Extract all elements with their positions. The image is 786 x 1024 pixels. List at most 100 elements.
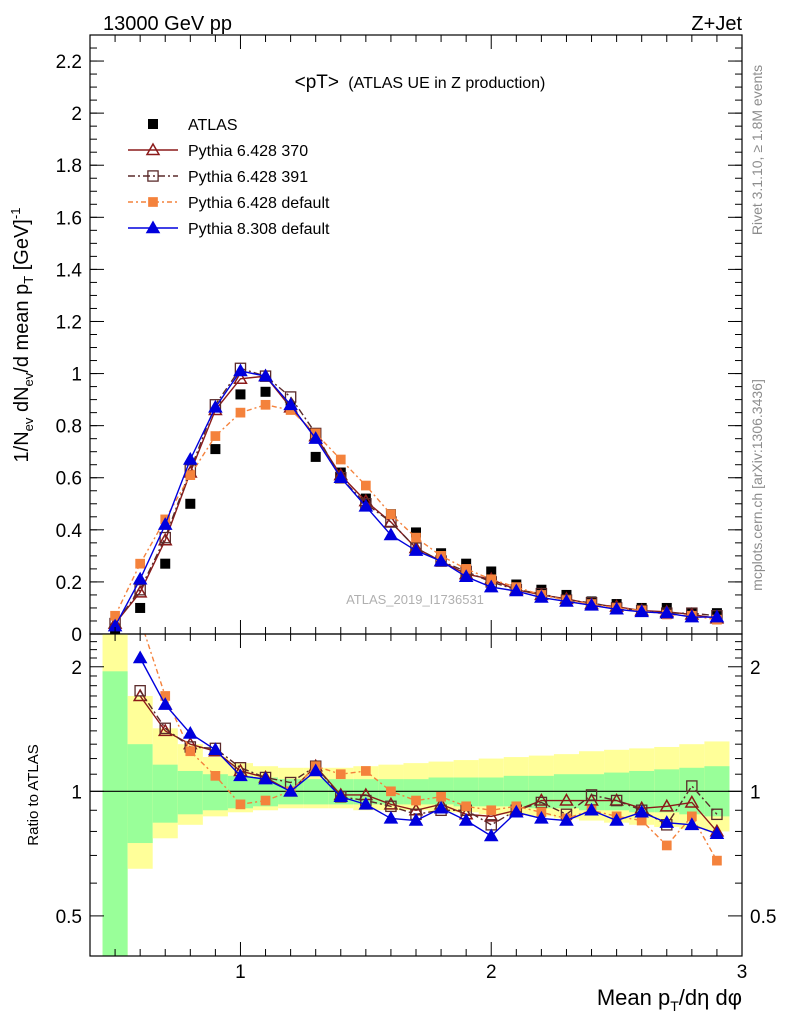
ratio-point-p8def xyxy=(233,768,248,782)
data-point-atlas xyxy=(135,602,146,613)
legend-marker-p391 xyxy=(147,170,159,182)
data-point-p8def xyxy=(534,590,549,603)
legend-entry-p6def: Pythia 6.428 default xyxy=(128,195,330,212)
x-tick-label: 3 xyxy=(737,962,748,983)
y-tick-label: 1.4 xyxy=(56,260,83,281)
ratio-point-p8def xyxy=(383,810,399,824)
ratio-point-p6def xyxy=(386,786,396,797)
ratio-y-tick-label-right: 2 xyxy=(750,658,761,679)
ratio-point-p370 xyxy=(559,793,574,806)
ratio-point-p6def xyxy=(411,795,421,806)
legend: ATLAS Pythia 6.428 370 Pythia 6.428 391 Pyt… xyxy=(128,117,330,238)
data-point-p8def xyxy=(258,368,273,382)
ratio-series xyxy=(132,634,725,866)
legend-label: Pythia 8.308 default xyxy=(188,221,330,238)
ratio-point-p6def xyxy=(661,840,672,851)
plot-subtitle: (ATLAS UE in Z production) xyxy=(348,75,545,92)
legend-marker-p370 xyxy=(145,142,161,156)
ratio-point-p8def xyxy=(208,742,223,756)
stat-uncertainty-band xyxy=(102,671,128,956)
legend-label: Pythia 6.428 default xyxy=(188,195,330,212)
ratio-panel: 1 2 3 0.5 0.5 1 1 2 2 xyxy=(56,35,776,983)
data-point-p8def xyxy=(609,601,624,615)
ratio-point-p8def xyxy=(709,826,725,839)
data-point-p6def xyxy=(135,558,146,569)
data-point-p8def xyxy=(408,543,424,556)
data-point-p8def xyxy=(208,399,223,413)
x-axis-label: Mean pT/dη dφ xyxy=(597,985,742,1014)
legend-entry-p370: Pythia 6.428 370 xyxy=(128,142,308,160)
process-label: Z+Jet xyxy=(691,13,742,35)
legend-entry-p391: Pythia 6.428 391 xyxy=(128,169,308,186)
data-point-p8def xyxy=(659,605,675,619)
data-point-p8def xyxy=(183,451,198,465)
uncertainty-bands xyxy=(102,634,730,956)
ratio-point-p391 xyxy=(610,794,623,807)
ratio-y-tick-label: 1 xyxy=(71,782,82,803)
ratio-point-p8def xyxy=(458,813,474,826)
ratio-point-p6def xyxy=(461,801,472,812)
ratio-point-p6def xyxy=(260,795,271,806)
data-point-atlas xyxy=(185,498,196,509)
y-tick-label: 0.4 xyxy=(56,521,83,542)
distribution-series xyxy=(107,362,725,634)
ratio-y-tick-label-right: 1 xyxy=(750,782,761,803)
data-point-p8def xyxy=(358,498,374,512)
ratio-point-p8def xyxy=(433,800,449,814)
data-point-p6def xyxy=(411,532,421,543)
legend-label: ATLAS xyxy=(188,117,238,134)
ratio-point-p6def xyxy=(360,766,371,776)
distribution-panel: 0 0.2 0.4 0.6 0.8 1 1.2 1.4 1.6 1.8 2 2.2 xyxy=(56,34,743,646)
ratio-point-p8def xyxy=(634,804,649,818)
ratio-point-p6def xyxy=(636,815,647,826)
ratio-line-p391 xyxy=(139,690,718,826)
data-point-atlas xyxy=(310,451,321,462)
ratio-point-p8def xyxy=(157,697,173,710)
ratio-point-p391 xyxy=(159,722,171,735)
ratio-point-p370 xyxy=(659,798,675,812)
data-point-p391 xyxy=(159,531,171,544)
data-point-p8def xyxy=(684,609,700,623)
data-point-atlas xyxy=(461,558,472,569)
data-point-p8def xyxy=(433,553,449,567)
legend-marker-p6def xyxy=(148,197,158,207)
data-point-p8def xyxy=(383,527,399,541)
ratio-point-p8def xyxy=(258,771,273,785)
ratio-point-p8def xyxy=(609,813,624,826)
ratio-series-p8def xyxy=(132,650,725,842)
data-point-p370 xyxy=(233,371,248,385)
ratio-point-p6def xyxy=(712,855,722,866)
data-point-p8def xyxy=(233,363,248,377)
data-point-p8def xyxy=(559,593,574,607)
data-point-p8def xyxy=(283,397,298,411)
ratio-point-p6def xyxy=(436,791,446,802)
y-tick-label: 0 xyxy=(71,625,82,646)
ratio-point-p391 xyxy=(585,789,598,801)
data-point-p8def xyxy=(132,571,148,585)
ratio-point-p6def xyxy=(486,805,497,816)
analysis-watermark: ATLAS_2019_I1736531 xyxy=(346,592,484,607)
legend-entry-p8def: Pythia 8.308 default xyxy=(128,220,330,238)
data-point-p8def xyxy=(308,431,323,444)
ratio-y-tick-label: 2 xyxy=(71,658,82,679)
data-point-p6def xyxy=(360,480,371,491)
ratio-point-p8def xyxy=(659,815,675,828)
y-tick-label: 0.2 xyxy=(56,573,82,594)
ratio-point-p8def xyxy=(509,804,524,818)
ratio-point-p8def xyxy=(584,802,599,816)
rivet-version-label: Rivet 3.1.10, ≥ 1.8M events xyxy=(749,65,765,235)
data-point-p8def xyxy=(157,517,173,530)
ratio-point-p6def xyxy=(210,770,221,781)
ratio-y-tick-label-right: 0.5 xyxy=(750,907,776,928)
ratio-point-p8def xyxy=(183,725,198,739)
y-axis-label: 1/Nev dNev/d mean pT [GeV]-1 xyxy=(8,208,36,463)
stat-uncertainty-band xyxy=(152,764,178,823)
legend-label: Pythia 6.428 370 xyxy=(188,143,308,160)
stat-uncertainty-band xyxy=(177,770,203,815)
data-point-atlas xyxy=(260,386,271,397)
ratio-point-p370 xyxy=(483,808,499,822)
ratio-point-p8def xyxy=(283,783,298,797)
ratio-point-p8def xyxy=(333,789,349,803)
data-point-p8def xyxy=(584,597,599,611)
data-point-p6def xyxy=(260,399,271,410)
